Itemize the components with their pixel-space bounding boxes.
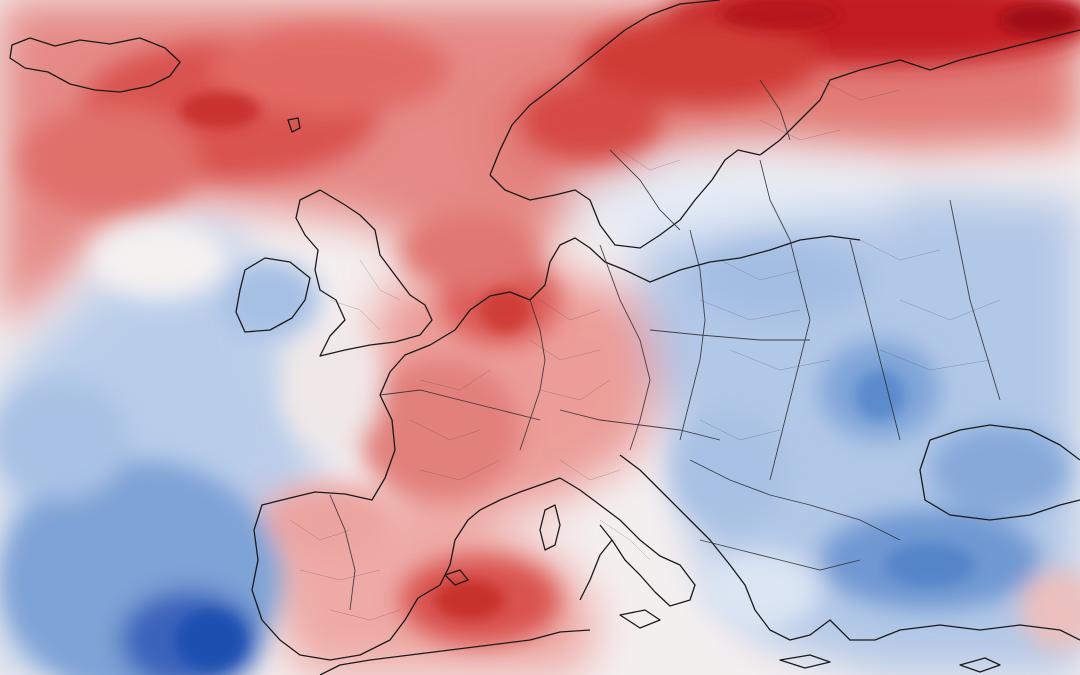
iceland-outline bbox=[9, 37, 181, 93]
north-africa-coast bbox=[319, 629, 591, 675]
north-continental-coast bbox=[454, 235, 861, 331]
anomaly-field-fine bbox=[175, 0, 1080, 670]
sicily-outline bbox=[619, 609, 661, 629]
sardinia-outline bbox=[539, 504, 561, 551]
balkan-coast bbox=[619, 454, 1080, 641]
ireland-outline bbox=[235, 257, 311, 333]
country-borders bbox=[329, 79, 1001, 611]
italy-coast bbox=[479, 477, 696, 607]
scandinavia-south-coast bbox=[489, 149, 761, 249]
coastlines bbox=[9, 0, 1080, 675]
great-britain-outline bbox=[295, 189, 433, 357]
iberia-france-coast bbox=[251, 329, 481, 661]
norway-coast bbox=[489, 0, 721, 176]
subnational-boundaries bbox=[289, 79, 1001, 621]
